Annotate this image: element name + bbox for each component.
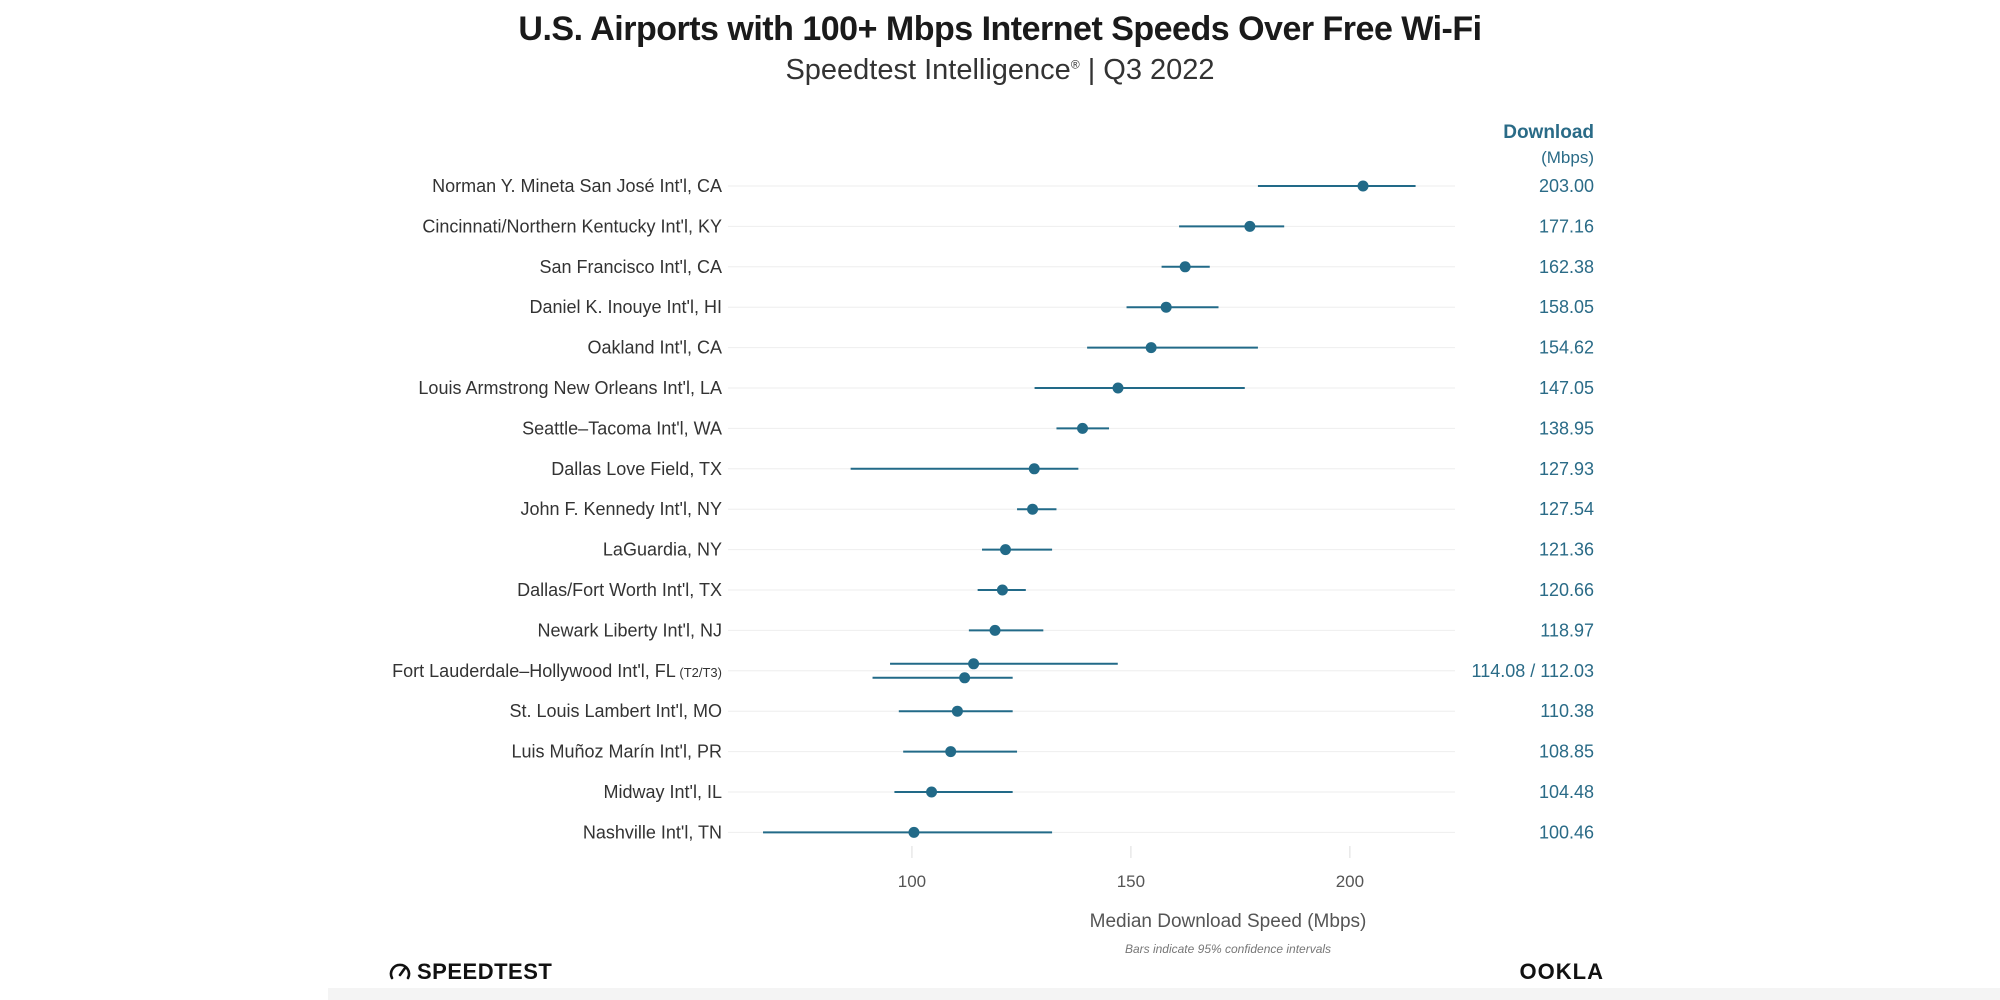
airport-name: Seattle–Tacoma Int'l, WA — [522, 418, 722, 438]
airport-label: LaGuardia, NY — [603, 540, 722, 560]
median-dot — [996, 584, 1008, 596]
download-value: 162.38 — [1539, 257, 1594, 277]
airport-name: San Francisco Int'l, CA — [539, 257, 722, 277]
airport-label: Newark Liberty Int'l, NJ — [538, 620, 723, 640]
airport-label: Nashville Int'l, TN — [583, 822, 722, 842]
median-dot — [1112, 382, 1124, 394]
airport-label: Daniel K. Inouye Int'l, HI — [529, 297, 722, 317]
airport-label: Midway Int'l, IL — [604, 782, 722, 802]
download-value: 203.00 — [1539, 176, 1594, 196]
airport-name: Nashville Int'l, TN — [583, 822, 722, 842]
subtitle-period: | Q3 2022 — [1079, 54, 1215, 86]
download-value: 110.38 — [1540, 701, 1594, 721]
airport-name: Daniel K. Inouye Int'l, HI — [529, 297, 722, 317]
registered-mark: ® — [1070, 57, 1080, 72]
airport-name: Midway Int'l, IL — [604, 782, 722, 802]
median-dot — [945, 746, 957, 758]
median-dot — [1160, 301, 1172, 313]
download-value: 138.95 — [1539, 418, 1594, 438]
airport-label: John F. Kennedy Int'l, NY — [520, 499, 722, 519]
airport-name: LaGuardia, NY — [603, 540, 722, 560]
airport-name: John F. Kennedy Int'l, NY — [520, 499, 722, 519]
airport-label: Fort Lauderdale–Hollywood Int'l, FL (T2/… — [392, 661, 722, 681]
median-dot — [999, 544, 1011, 556]
airport-name: Fort Lauderdale–Hollywood Int'l, FL — [392, 661, 676, 681]
chart-subtitle: Speedtest Intelligence® | Q3 2022 — [0, 54, 2000, 87]
median-dot — [1027, 503, 1039, 515]
airport-label: Louis Armstrong New Orleans Int'l, LA — [418, 378, 722, 398]
median-dot — [959, 672, 971, 684]
download-value: 177.16 — [1539, 216, 1594, 236]
airport-label: Dallas Love Field, TX — [551, 459, 722, 479]
median-dot — [926, 786, 938, 798]
airport-label: San Francisco Int'l, CA — [539, 257, 722, 277]
airport-name: Luis Muñoz Marín Int'l, PR — [511, 742, 722, 762]
x-tick-label: 150 — [1117, 872, 1145, 891]
airport-label: Cincinnati/Northern Kentucky Int'l, KY — [422, 216, 722, 236]
airport-name: Newark Liberty Int'l, NJ — [538, 620, 723, 640]
download-value: 100.46 — [1539, 822, 1594, 842]
download-value: 154.62 — [1539, 338, 1594, 358]
median-dot — [989, 624, 1001, 636]
bottom-strip — [328, 988, 2000, 1000]
chart-card — [328, 0, 2000, 1000]
median-dot — [1179, 261, 1191, 273]
airport-label: Luis Muñoz Marín Int'l, PR — [511, 742, 722, 762]
median-dot — [968, 658, 980, 670]
airport-label: Oakland Int'l, CA — [588, 338, 723, 358]
download-value: 127.93 — [1539, 459, 1594, 479]
download-value: 121.36 — [1539, 540, 1594, 560]
speedometer-icon — [389, 963, 411, 980]
chart-title: U.S. Airports with 100+ Mbps Internet Sp… — [518, 10, 1482, 48]
median-dot — [1244, 220, 1256, 232]
airport-label: Dallas/Fort Worth Int'l, TX — [517, 580, 722, 600]
airport-name: Louis Armstrong New Orleans Int'l, LA — [418, 378, 722, 398]
airport-label: St. Louis Lambert Int'l, MO — [509, 701, 722, 721]
subtitle-main: Speedtest Intelligence — [785, 54, 1071, 86]
airport-label: Seattle–Tacoma Int'l, WA — [522, 418, 722, 438]
ookla-logo: OOKLA — [1519, 959, 1604, 984]
download-value: 108.85 — [1539, 742, 1594, 762]
download-value: 120.66 — [1539, 580, 1594, 600]
confidence-note: Bars indicate 95% confidence intervals — [1124, 942, 1332, 956]
download-value: 114.08 / 112.03 — [1472, 661, 1594, 681]
speedtest-logo: SPEEDTEST — [388, 959, 552, 985]
download-value: 118.97 — [1540, 620, 1594, 640]
x-axis-label: Median Download Speed (Mbps) — [1089, 911, 1367, 932]
airport-name: Norman Y. Mineta San José Int'l, CA — [432, 176, 722, 196]
download-value: 158.05 — [1539, 297, 1594, 317]
download-value: 147.05 — [1539, 378, 1594, 398]
airport-name: Cincinnati/Northern Kentucky Int'l, KY — [422, 216, 722, 236]
airport-name: Oakland Int'l, CA — [588, 338, 723, 358]
median-dot — [1357, 180, 1369, 192]
x-tick-label: 200 — [1336, 872, 1364, 891]
download-value: 104.48 — [1539, 782, 1594, 802]
median-dot — [908, 826, 920, 838]
median-dot — [1077, 422, 1089, 434]
airport-name: Dallas/Fort Worth Int'l, TX — [517, 580, 722, 600]
download-column-header: Download — [1503, 122, 1594, 143]
speedtest-wordmark: SPEEDTEST — [417, 959, 553, 984]
download-column-unit: (Mbps) — [1541, 148, 1594, 167]
median-dot — [1145, 342, 1157, 354]
median-dot — [1028, 463, 1040, 475]
download-value: 127.54 — [1539, 499, 1594, 519]
airport-label: Norman Y. Mineta San José Int'l, CA — [432, 176, 722, 196]
airport-name: Dallas Love Field, TX — [551, 459, 722, 479]
airport-name: St. Louis Lambert Int'l, MO — [509, 701, 722, 721]
terminal-qualifier: (T2/T3) — [676, 665, 722, 680]
median-dot — [951, 705, 963, 717]
x-tick-label: 100 — [898, 872, 926, 891]
